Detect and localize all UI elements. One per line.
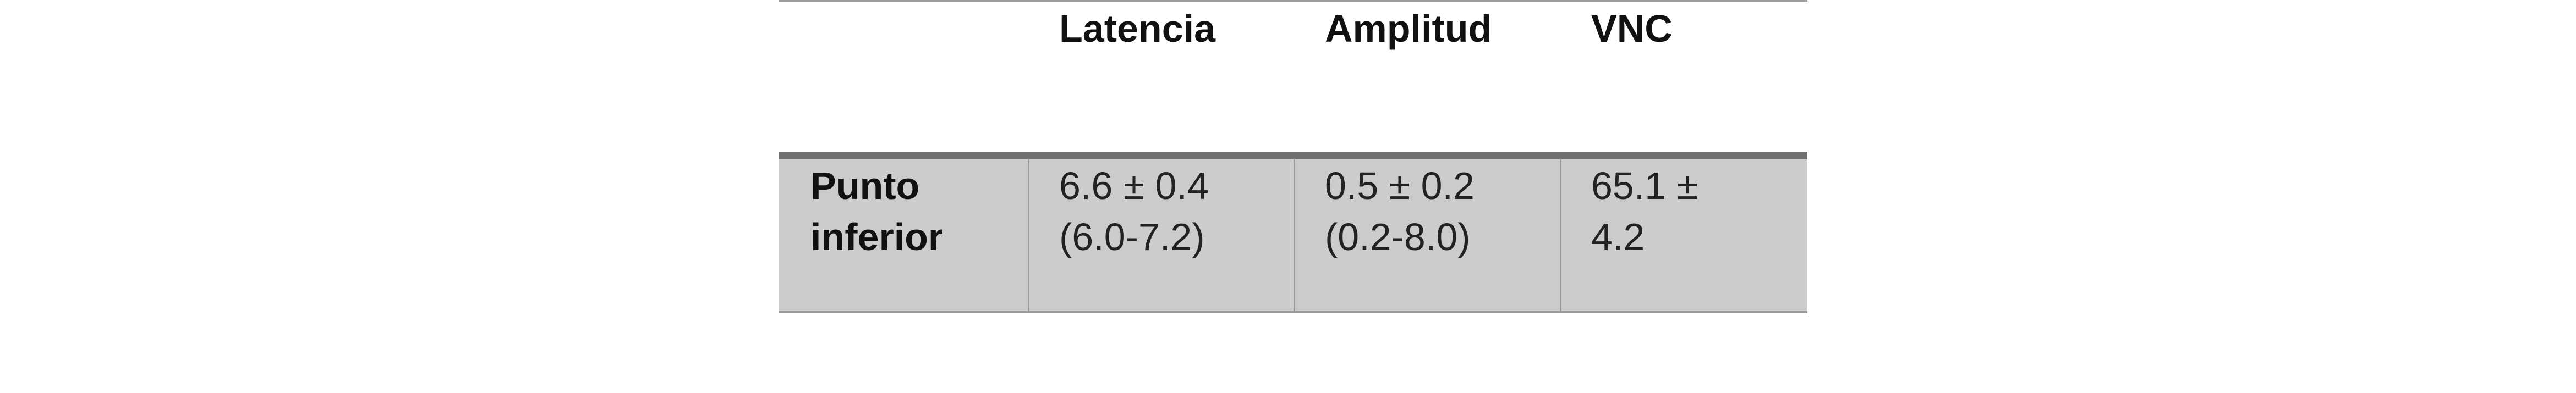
cell-latencia: 6.6 ± 0.4 (6.0-7.2) [1059,160,1209,263]
cell-latencia-mean: 6.6 ± 0.4 [1059,164,1209,207]
table-top-rule [779,0,1807,2]
cell-vnc-line1: 65.1 ± [1591,164,1698,207]
header-vnc: VNC [1591,7,1673,50]
cell-amplitud-mean: 0.5 ± 0.2 [1325,164,1475,207]
table-bottom-rule [779,311,1807,313]
header-amplitud: Amplitud [1325,7,1492,50]
column-divider [1294,159,1295,311]
column-divider [1560,159,1561,311]
cell-amplitud: 0.5 ± 0.2 (0.2-8.0) [1325,160,1475,263]
column-divider [1028,159,1029,311]
cell-amplitud-range: (0.2-8.0) [1325,215,1471,258]
row-label-punto-inferior: Punto inferior [810,160,943,263]
header-latencia: Latencia [1059,7,1215,50]
row-label-line: Punto [810,164,920,207]
header-separator-rule [779,152,1807,159]
cell-latencia-range: (6.0-7.2) [1059,215,1205,258]
cell-vnc-line2: 4.2 [1591,215,1645,258]
cell-vnc: 65.1 ± 4.2 [1591,160,1698,263]
data-table: Latencia Amplitud VNC Punto inferior 6.6… [779,0,1807,313]
row-label-line: inferior [810,215,944,258]
table-row [779,159,1807,311]
